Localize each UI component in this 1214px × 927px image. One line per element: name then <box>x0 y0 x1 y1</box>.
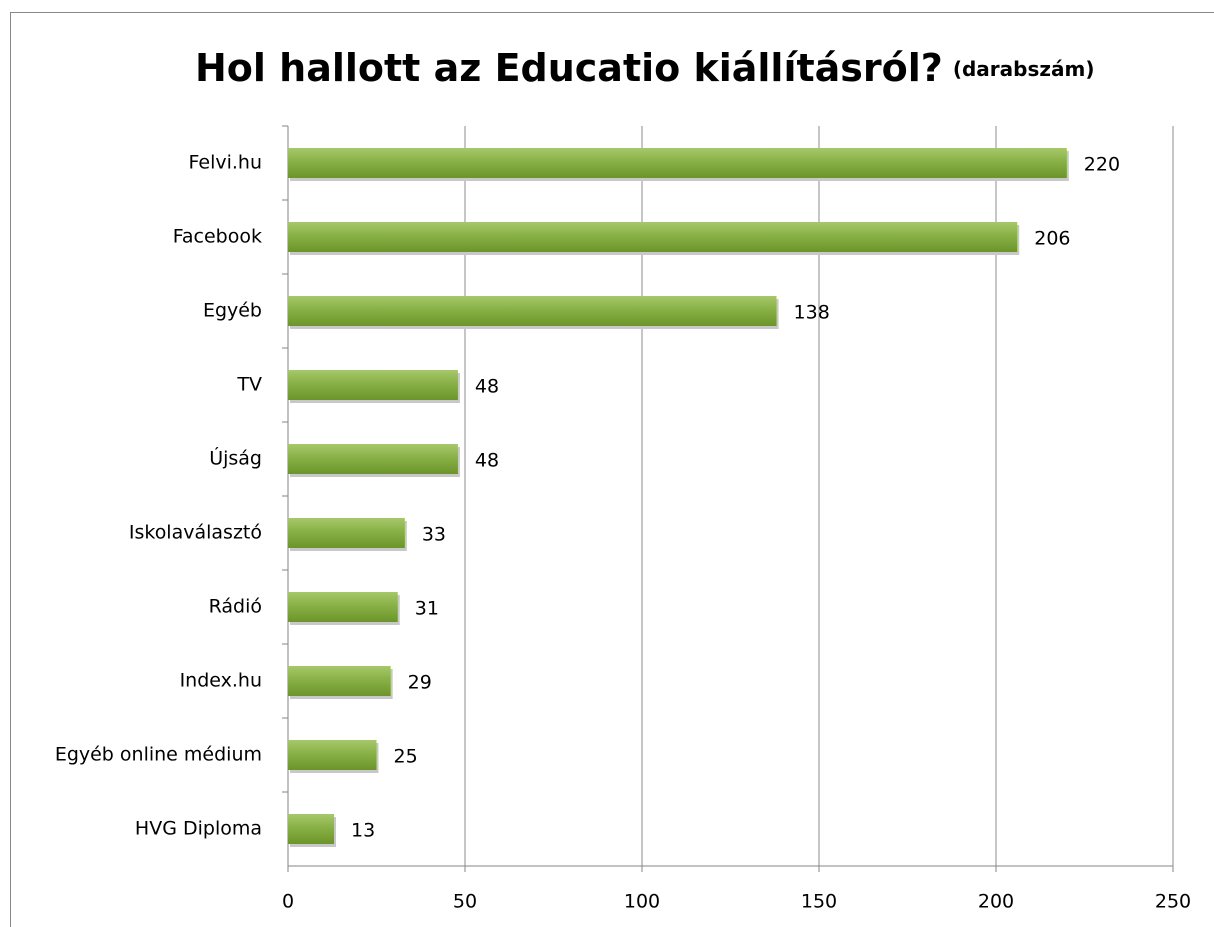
data-label: 25 <box>394 746 418 768</box>
bar <box>288 518 405 548</box>
x-tick-label: 50 <box>453 891 477 913</box>
y-tick-label: Facebook <box>173 226 262 248</box>
bar <box>288 296 777 326</box>
x-tick-label: 200 <box>978 891 1014 913</box>
bar <box>288 444 458 474</box>
subtitle: (darabszám) <box>953 57 1095 81</box>
bar <box>288 740 377 770</box>
y-tick-label: Felvi.hu <box>188 152 262 174</box>
data-label: 33 <box>422 524 446 546</box>
y-tick-label: TV <box>236 374 262 396</box>
data-label: 29 <box>408 672 432 694</box>
y-tick-label: Egyéb <box>203 300 262 322</box>
data-label: 48 <box>475 376 499 398</box>
bar <box>288 666 391 696</box>
bar <box>288 148 1067 178</box>
data-label: 13 <box>351 820 375 842</box>
data-label: 138 <box>794 302 830 324</box>
y-tick-label: Újság <box>209 446 262 470</box>
y-tick-label: Index.hu <box>180 670 262 692</box>
bar <box>288 370 458 400</box>
bar <box>288 814 335 844</box>
bar <box>288 222 1018 252</box>
x-tick-label: 150 <box>801 891 837 913</box>
x-tick-label: 0 <box>282 891 294 913</box>
title: Hol hallott az Educatio kiállításról? <box>195 46 943 90</box>
y-tick-label: Rádió <box>209 596 262 618</box>
y-tick-label: HVG Diploma <box>135 818 262 840</box>
chart-title: Hol hallott az Educatio kiállításról? (da… <box>195 46 1094 90</box>
x-tick-label: 250 <box>1155 891 1191 913</box>
bar <box>288 592 398 622</box>
data-label: 31 <box>415 598 439 620</box>
x-tick-label: 100 <box>624 891 660 913</box>
y-tick-label: Egyéb online médium <box>55 744 262 766</box>
y-tick-label: Iskolaválasztó <box>129 522 262 544</box>
data-label: 48 <box>475 450 499 472</box>
data-label: 220 <box>1084 154 1120 176</box>
data-label: 206 <box>1034 228 1070 250</box>
